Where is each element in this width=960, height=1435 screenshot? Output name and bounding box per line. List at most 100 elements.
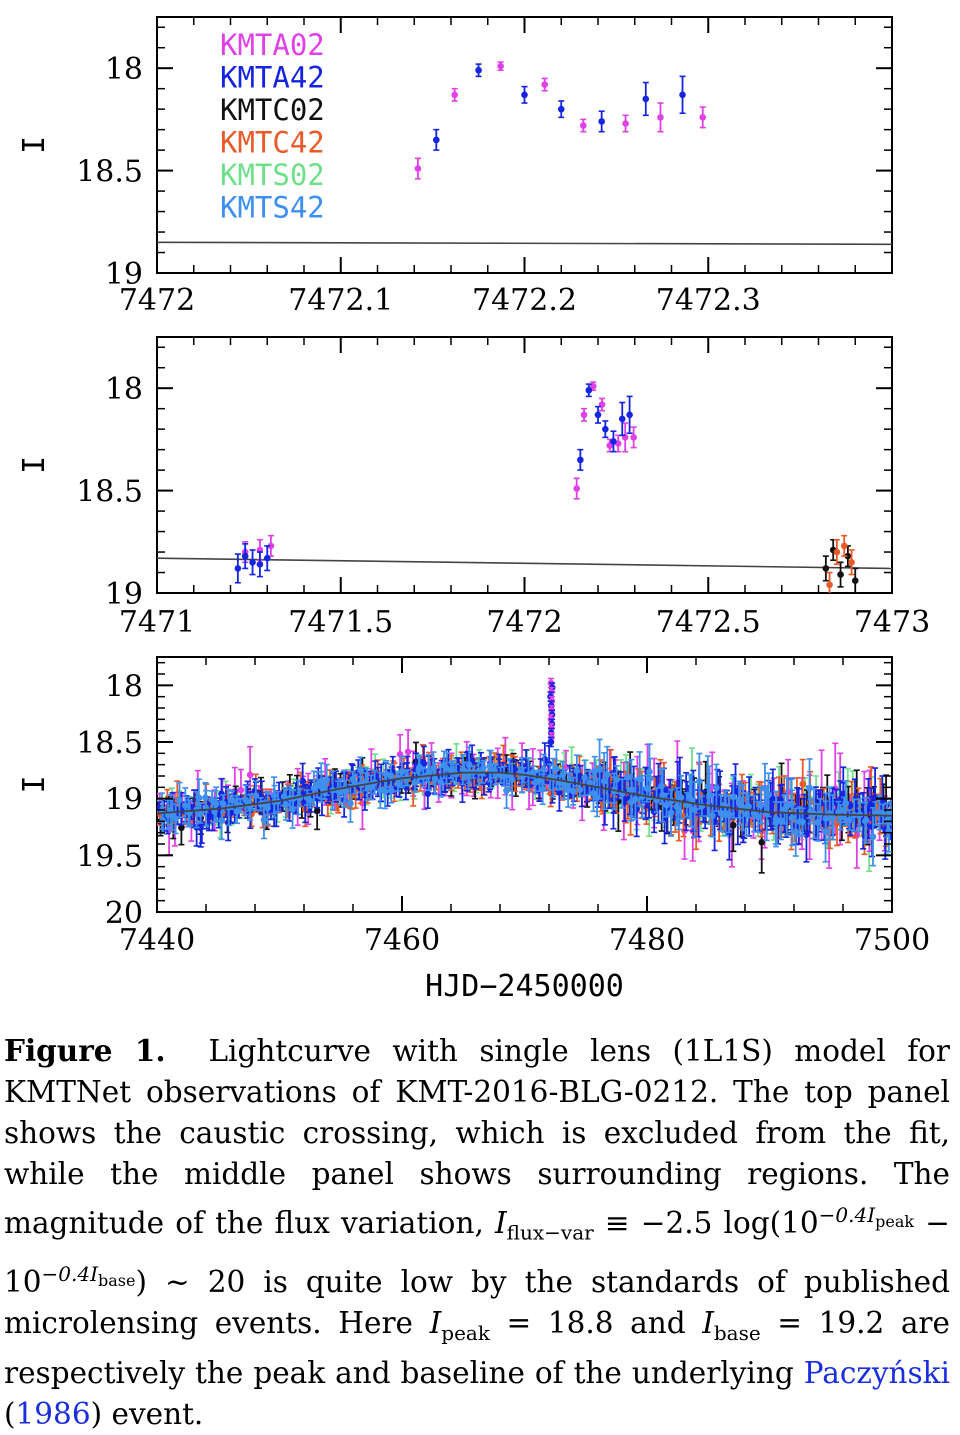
data-point	[769, 795, 777, 803]
data-point	[618, 415, 626, 423]
data-point	[197, 809, 204, 817]
x-tick-label: 7473	[854, 605, 930, 640]
data-point	[713, 784, 720, 792]
caption-sub-2: peak	[441, 1320, 490, 1345]
x-tick-label: 7472.1	[288, 283, 393, 318]
data-point	[596, 765, 603, 773]
data-point	[521, 91, 528, 99]
y-tick-label: 18.5	[76, 475, 143, 510]
data-point	[465, 761, 473, 769]
data-point	[475, 66, 482, 74]
caption-label: Figure 1.	[4, 1033, 166, 1068]
data-point	[646, 775, 654, 782]
plot-area	[157, 677, 892, 874]
caption-text-1: Lightcurve with single lens (1L1S) model…	[4, 1034, 950, 1240]
data-point	[556, 789, 563, 796]
data-point	[699, 114, 707, 121]
lightcurve-figure-svg: 7472 7472.1 7472.2 7472.31818.519IKMTA02KMT…	[17, 16, 930, 1004]
caption-text-7: event.	[111, 1397, 204, 1432]
caption-math-3: I	[702, 1305, 714, 1340]
data-point	[628, 786, 635, 794]
data-point	[172, 815, 179, 823]
data-point	[833, 548, 841, 556]
x-tick-label: 7500	[854, 923, 930, 958]
data-point	[433, 136, 440, 144]
data-point	[772, 819, 780, 827]
data-point	[613, 776, 620, 783]
data-point	[598, 118, 605, 125]
y-tick-label: 18	[105, 372, 143, 407]
citation-author-link[interactable]: Paczyński	[803, 1356, 950, 1391]
data-point	[630, 434, 637, 441]
data-point	[182, 802, 189, 810]
data-point	[241, 552, 249, 560]
caption-text-4: ) ∼ 20 is quite low by the standards of …	[4, 1264, 950, 1340]
x-tick-label: 7471	[119, 605, 195, 640]
data-point	[846, 816, 853, 824]
data-point	[680, 813, 687, 820]
citation-year-link[interactable]: 1986	[15, 1397, 91, 1432]
data-point	[626, 411, 633, 419]
data-point	[706, 791, 713, 799]
y-tick-label: 18.5	[76, 726, 143, 761]
data-point	[636, 775, 644, 783]
data-point	[404, 748, 412, 756]
data-point	[233, 808, 241, 815]
data-point	[561, 781, 568, 788]
x-tick-label: 7460	[364, 923, 440, 958]
data-point	[541, 81, 549, 88]
data-point	[497, 62, 504, 70]
data-point	[540, 766, 548, 773]
legend-entry-kmts42: KMTS42	[220, 191, 325, 225]
data-point	[246, 771, 254, 779]
data-point	[837, 571, 844, 578]
data-point	[806, 785, 813, 792]
data-point	[754, 813, 762, 821]
data-point	[701, 808, 709, 816]
y-tick-label: 20	[105, 896, 143, 931]
data-point	[342, 787, 350, 795]
y-tick-label: 18	[105, 669, 143, 704]
data-point	[547, 738, 555, 746]
data-point	[195, 794, 203, 801]
legend-entry-kmtc42: KMTC42	[220, 126, 325, 160]
x-tick-label: 7480	[609, 923, 685, 958]
data-point	[590, 789, 597, 797]
data-point	[717, 809, 725, 817]
data-point	[414, 165, 422, 172]
data-point	[536, 777, 543, 784]
caption-sup-2: −0.4I	[41, 1261, 99, 1286]
data-point	[252, 792, 260, 799]
data-point	[788, 801, 795, 808]
caption-text-6: = 19.2 are respectively the peak and bas…	[4, 1305, 950, 1391]
caption-text-2: ≡ −2.5 log(10	[604, 1205, 819, 1240]
y-tick-label: 19	[105, 257, 143, 292]
data-point	[851, 577, 859, 585]
data-point	[586, 779, 593, 786]
data-point	[679, 91, 686, 99]
data-point	[848, 558, 855, 566]
plot-frame	[156, 656, 893, 913]
data-point	[381, 788, 389, 795]
data-point	[658, 782, 665, 790]
plot-area	[157, 61, 892, 246]
x-tick-label: 7472.2	[472, 283, 577, 318]
data-point	[657, 114, 664, 121]
data-point	[242, 796, 249, 804]
data-point	[306, 797, 314, 805]
data-point	[367, 784, 375, 791]
data-point	[387, 772, 395, 779]
data-point	[228, 796, 236, 804]
y-tick-label: 19.5	[76, 839, 143, 874]
data-point	[197, 824, 204, 832]
data-point	[667, 809, 675, 817]
data-point	[299, 777, 306, 785]
data-point	[178, 824, 185, 832]
data-point	[709, 812, 716, 820]
data-point	[622, 120, 629, 127]
data-point	[610, 438, 617, 445]
data-point	[600, 777, 608, 785]
figure-caption: Figure 1. Lightcurve with single lens (1…	[4, 1033, 950, 1432]
data-point	[580, 122, 587, 129]
data-point	[553, 765, 560, 773]
